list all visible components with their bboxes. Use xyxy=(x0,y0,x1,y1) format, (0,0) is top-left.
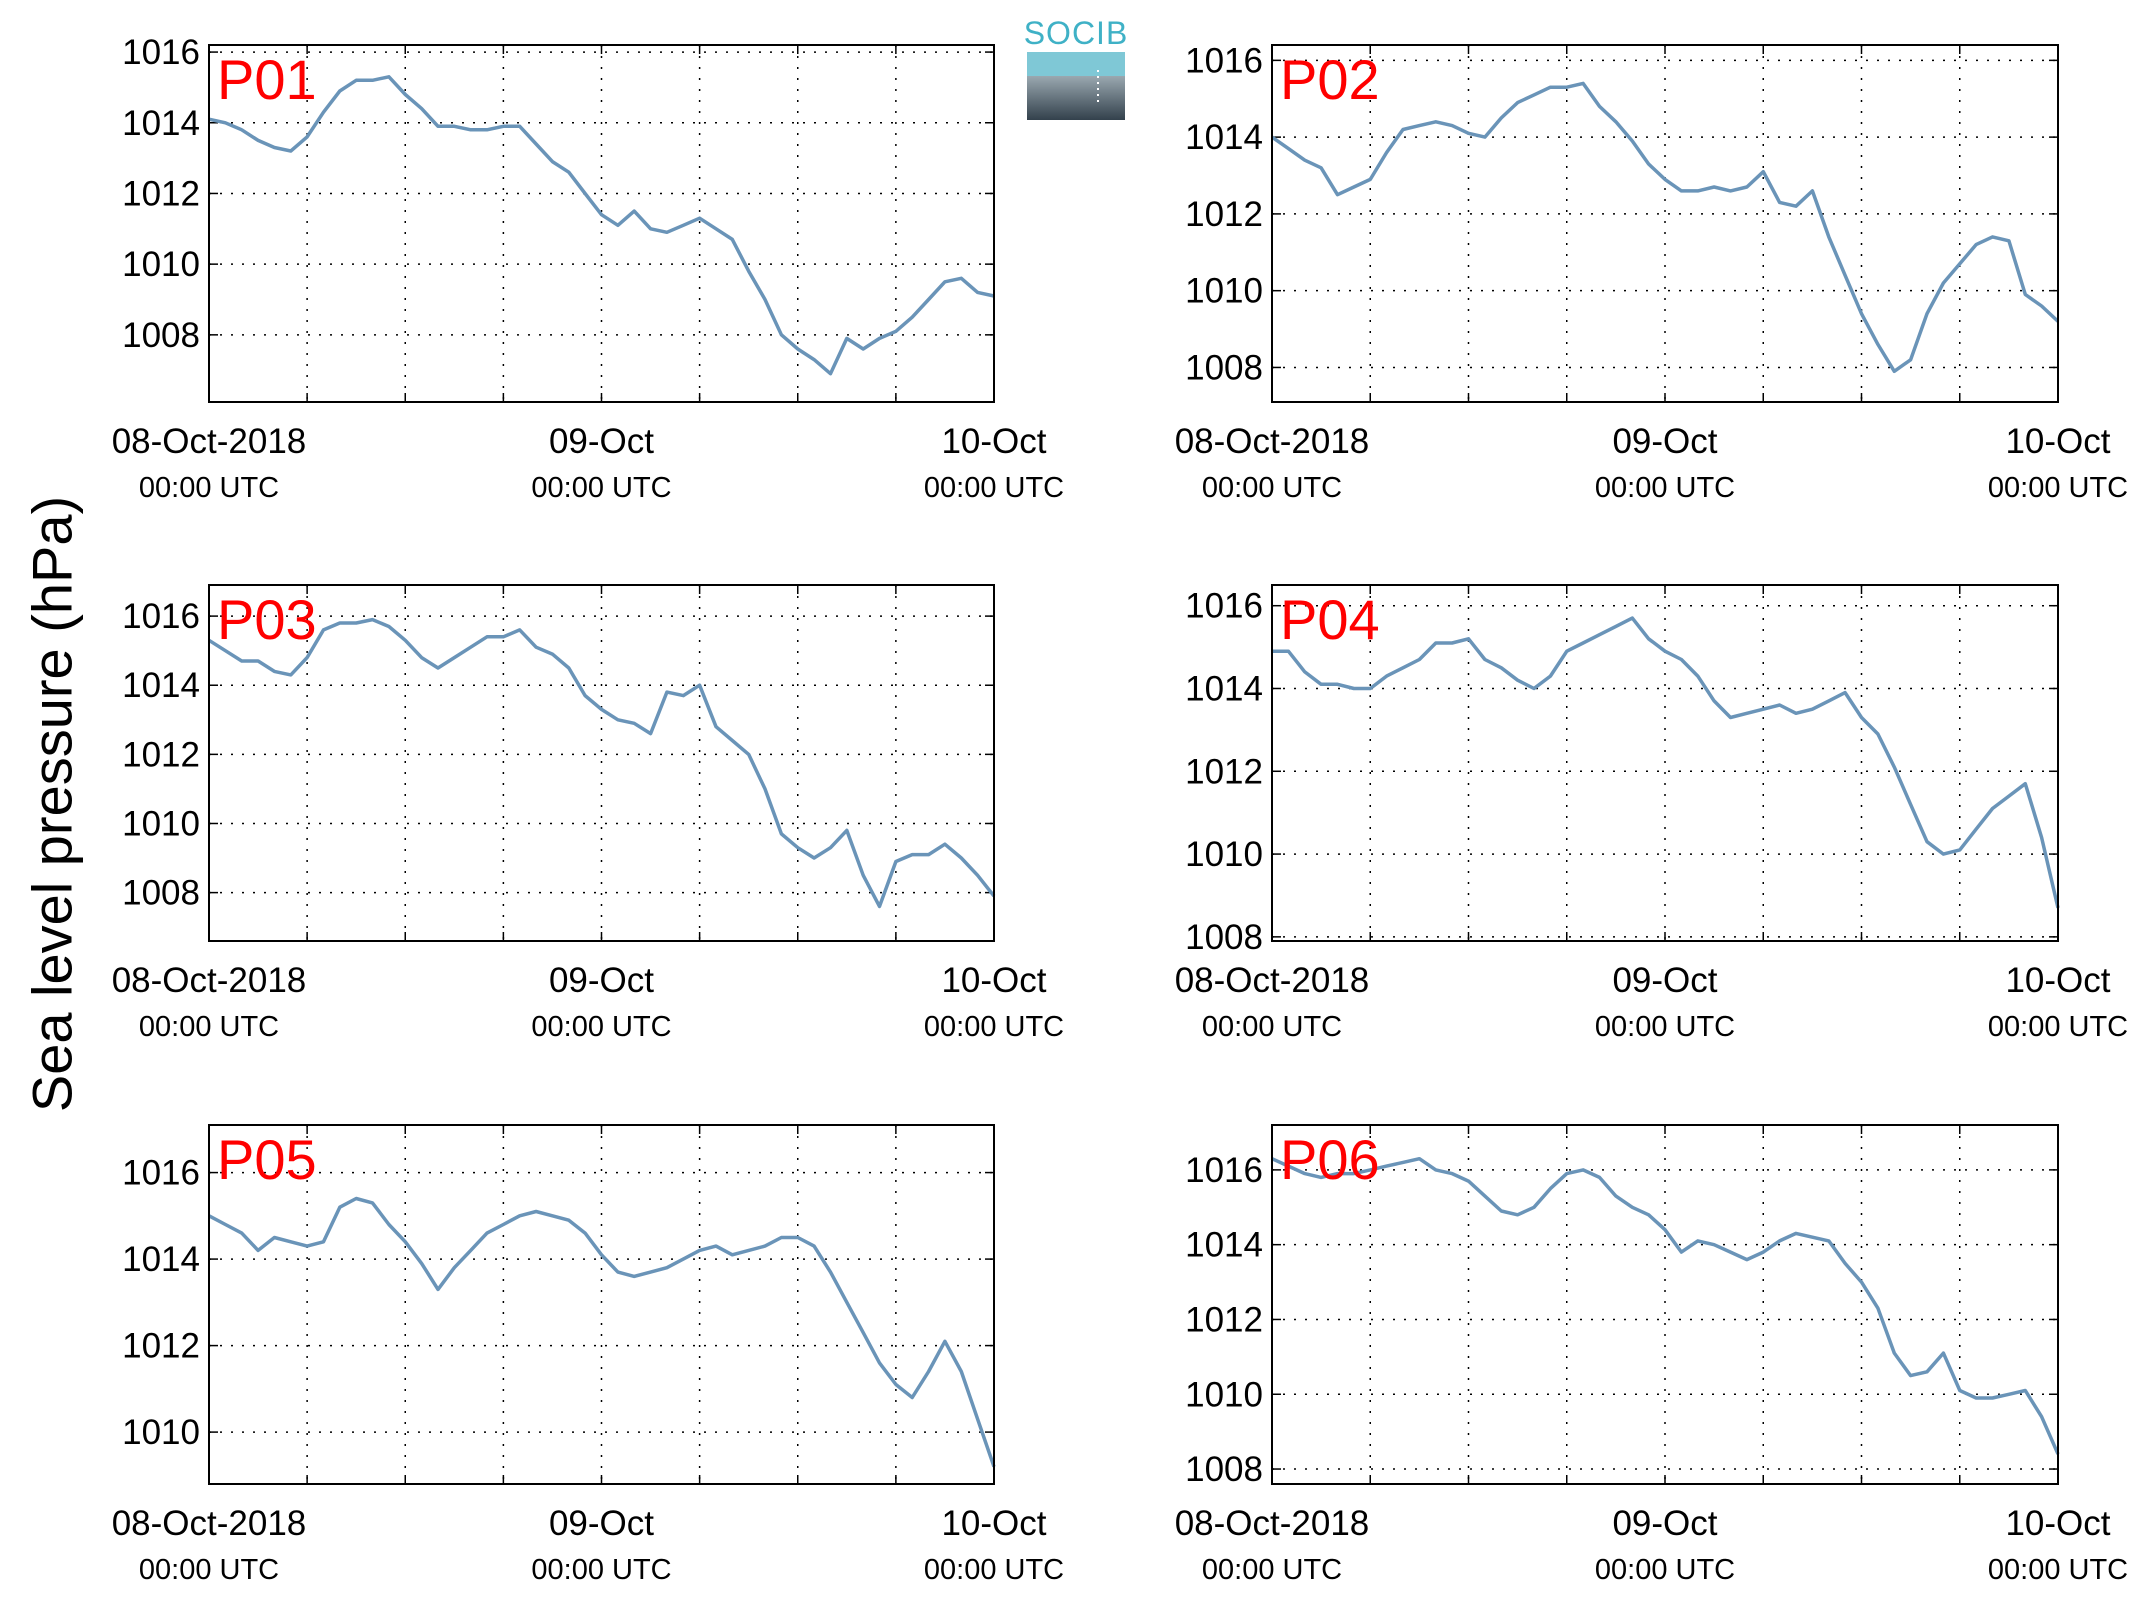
plot-frame xyxy=(208,584,995,942)
x-tick-label: 09-Oct xyxy=(549,961,654,1000)
y-tick-label: 1012 xyxy=(122,735,200,774)
pressure-series-line xyxy=(208,1196,996,1468)
y-tick-label: 1016 xyxy=(1185,1151,1263,1190)
pressure-series-line xyxy=(208,75,995,376)
x-tick-label: 09-Oct xyxy=(1612,1504,1717,1543)
y-tick-label: 1010 xyxy=(122,804,200,843)
y-tick-label: 1012 xyxy=(122,174,200,213)
y-tick-label: 1016 xyxy=(1185,587,1263,626)
y-tick-label: 1012 xyxy=(1185,195,1263,234)
x-tick-sublabel: 00:00 UTC xyxy=(1595,1554,1735,1586)
plot-frame xyxy=(208,44,995,403)
y-tick-label: 1014 xyxy=(122,1240,200,1279)
x-tick-label: 09-Oct xyxy=(1612,422,1717,461)
x-tick-sublabel: 00:00 UTC xyxy=(1595,472,1735,504)
y-tick-label: 1008 xyxy=(1185,348,1263,387)
x-tick-label: 08-Oct-2018 xyxy=(112,1504,307,1543)
x-tick-label: 08-Oct-2018 xyxy=(112,961,307,1000)
y-tick-label: 1016 xyxy=(122,33,200,72)
x-tick-label: 08-Oct-2018 xyxy=(112,422,307,461)
y-tick-label: 1014 xyxy=(122,104,200,143)
y-tick-label: 1010 xyxy=(1185,1375,1263,1414)
x-tick-sublabel: 00:00 UTC xyxy=(924,472,1064,504)
x-tick-sublabel: 00:00 UTC xyxy=(1988,472,2128,504)
y-tick-label: 1012 xyxy=(1185,1300,1263,1339)
x-tick-sublabel: 00:00 UTC xyxy=(139,472,279,504)
x-tick-sublabel: 00:00 UTC xyxy=(1202,1011,1342,1043)
y-tick-label: 1014 xyxy=(1185,669,1263,708)
x-tick-sublabel: 00:00 UTC xyxy=(531,1011,671,1043)
panel-p01: 1008 1010 1012 1014 1016 P01 08-Oct-2018 00:00 … xyxy=(112,33,1064,504)
x-tick-sublabel: 00:00 UTC xyxy=(1988,1011,2128,1043)
plot-frame xyxy=(1271,584,2059,942)
panel-p03: 1008 1010 1012 1014 1016 P03 08-Oct-2018 00:00 … xyxy=(112,584,1064,1043)
x-tick-sublabel: 00:00 UTC xyxy=(1202,472,1342,504)
x-tick-label: 10-Oct xyxy=(941,961,1046,1000)
pressure-series-line xyxy=(1270,81,2060,374)
y-tick-label: 1016 xyxy=(122,1154,200,1193)
y-tick-label: 1010 xyxy=(122,1413,200,1452)
panel-label: P03 xyxy=(217,588,317,651)
x-tick-sublabel: 00:00 UTC xyxy=(1595,1011,1735,1043)
pressure-series-line xyxy=(1272,616,2060,909)
panel-label: P05 xyxy=(217,1128,317,1191)
y-tick-label: 1008 xyxy=(122,316,200,355)
y-tick-label: 1008 xyxy=(122,874,200,913)
panel-p04: 1008 1010 1012 1014 1016 P04 08-Oct-2018 00:00 … xyxy=(1175,584,2128,1043)
x-tick-label: 10-Oct xyxy=(2005,422,2110,461)
y-tick-label: 1014 xyxy=(1185,1226,1263,1265)
x-tick-label: 08-Oct-2018 xyxy=(1175,422,1370,461)
y-tick-label: 1012 xyxy=(1185,752,1263,791)
x-tick-label: 09-Oct xyxy=(549,422,654,461)
y-tick-label: 1010 xyxy=(122,245,200,284)
y-tick-label: 1016 xyxy=(122,597,200,636)
logo-wave xyxy=(1027,52,1125,76)
y-tick-label: 1008 xyxy=(1185,1450,1263,1489)
x-tick-sublabel: 00:00 UTC xyxy=(139,1554,279,1586)
x-tick-sublabel: 00:00 UTC xyxy=(924,1011,1064,1043)
socib-logo: SOCIB xyxy=(1024,15,1129,120)
panel-label: P02 xyxy=(1280,48,1380,111)
panel-label: P01 xyxy=(217,48,317,111)
y-tick-label: 1010 xyxy=(1185,272,1263,311)
panel-label: P06 xyxy=(1280,1128,1380,1191)
panel-p05: 1010 1012 1014 1016 P05 08-Oct-2018 00:00 UTC 0… xyxy=(112,1124,1064,1586)
pressure-series-line xyxy=(208,617,996,909)
y-tick-label: 1014 xyxy=(1185,118,1263,157)
y-tick-label: 1010 xyxy=(1185,835,1263,874)
x-tick-label: 08-Oct-2018 xyxy=(1175,1504,1370,1543)
x-tick-label: 08-Oct-2018 xyxy=(1175,961,1370,1000)
x-tick-sublabel: 00:00 UTC xyxy=(531,1554,671,1586)
y-tick-label: 1012 xyxy=(122,1327,200,1366)
x-tick-sublabel: 00:00 UTC xyxy=(139,1011,279,1043)
x-tick-sublabel: 00:00 UTC xyxy=(531,472,671,504)
panel-p06: 1008 1010 1012 1014 1016 P06 08-Oct-2018 00:00 … xyxy=(1175,1124,2128,1586)
panel-p02: 1008 1010 1012 1014 1016 P02 08-Oct-2018 00:00 … xyxy=(1175,41,2128,504)
logo-text: SOCIB xyxy=(1024,15,1129,51)
x-tick-sublabel: 00:00 UTC xyxy=(1202,1554,1342,1586)
x-tick-label: 09-Oct xyxy=(1612,961,1717,1000)
x-tick-label: 10-Oct xyxy=(2005,961,2110,1000)
x-tick-sublabel: 00:00 UTC xyxy=(924,1554,1064,1586)
plot-frame xyxy=(1271,44,2059,403)
x-tick-label: 10-Oct xyxy=(941,1504,1046,1543)
pressure-series-line xyxy=(1271,1156,2060,1455)
plot-frame xyxy=(208,1124,995,1485)
x-tick-sublabel: 00:00 UTC xyxy=(1988,1554,2128,1586)
x-tick-label: 10-Oct xyxy=(941,422,1046,461)
y-tick-label: 1008 xyxy=(1185,918,1263,957)
x-tick-label: 10-Oct xyxy=(2005,1504,2110,1543)
y-tick-label: 1016 xyxy=(1185,41,1263,80)
x-tick-label: 09-Oct xyxy=(549,1504,654,1543)
logo-block xyxy=(1027,76,1125,120)
y-tick-label: 1014 xyxy=(122,666,200,705)
plot-frame xyxy=(1271,1124,2059,1485)
panel-label: P04 xyxy=(1280,588,1380,651)
